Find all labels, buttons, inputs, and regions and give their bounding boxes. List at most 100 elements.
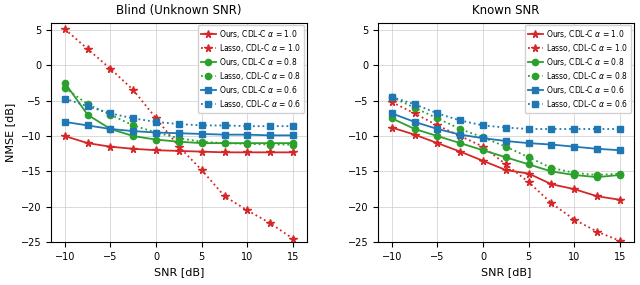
Line: Lasso, CDL-C $\alpha$ = 0.8: Lasso, CDL-C $\alpha$ = 0.8 — [61, 85, 296, 148]
Lasso, CDL-C $\alpha$ = 0.8 — [84, 103, 92, 106]
Line: Ours, CDL-C $\alpha$ = 1.0: Ours, CDL-C $\alpha$ = 1.0 — [388, 124, 624, 203]
Line: Lasso, CDL-C $\alpha$ = 0.8: Lasso, CDL-C $\alpha$ = 0.8 — [388, 94, 623, 178]
X-axis label: SNR [dB]: SNR [dB] — [154, 268, 204, 278]
Ours, CDL-C $\alpha$ = 0.8 — [61, 81, 68, 85]
Lasso, CDL-C $\alpha$ = 1.0 — [243, 209, 251, 212]
Ours, CDL-C $\alpha$ = 1.0 — [152, 148, 160, 152]
Lasso, CDL-C $\alpha$ = 0.6 — [434, 112, 442, 115]
Ours, CDL-C $\alpha$ = 0.6 — [175, 131, 183, 135]
Ours, CDL-C $\alpha$ = 0.8 — [479, 148, 487, 152]
Ours, CDL-C $\alpha$ = 0.6 — [456, 133, 464, 136]
Lasso, CDL-C $\alpha$ = 0.8 — [175, 137, 183, 140]
Lasso, CDL-C $\alpha$ = 0.6 — [107, 112, 115, 115]
Ours, CDL-C $\alpha$ = 0.6 — [243, 133, 251, 136]
Lasso, CDL-C $\alpha$ = 0.6 — [129, 117, 137, 120]
Line: Ours, CDL-C $\alpha$ = 0.8: Ours, CDL-C $\alpha$ = 0.8 — [61, 80, 296, 146]
Ours, CDL-C $\alpha$ = 1.0 — [107, 145, 115, 148]
Ours, CDL-C $\alpha$ = 0.8 — [221, 141, 228, 145]
Lasso, CDL-C $\alpha$ = 0.8 — [570, 171, 578, 175]
Lasso, CDL-C $\alpha$ = 0.6 — [593, 127, 601, 131]
Lasso, CDL-C $\alpha$ = 0.8 — [616, 172, 624, 175]
Lasso, CDL-C $\alpha$ = 1.0 — [388, 100, 396, 104]
Lasso, CDL-C $\alpha$ = 1.0 — [456, 134, 464, 138]
X-axis label: SNR [dB]: SNR [dB] — [481, 268, 531, 278]
Line: Ours, CDL-C $\alpha$ = 0.6: Ours, CDL-C $\alpha$ = 0.6 — [389, 111, 623, 153]
Lasso, CDL-C $\alpha$ = 0.8 — [61, 86, 68, 90]
Ours, CDL-C $\alpha$ = 1.0 — [198, 150, 205, 153]
Lasso, CDL-C $\alpha$ = 0.8 — [411, 106, 419, 109]
Ours, CDL-C $\alpha$ = 0.8 — [243, 141, 251, 145]
Ours, CDL-C $\alpha$ = 1.0 — [266, 151, 274, 154]
Ours, CDL-C $\alpha$ = 0.8 — [107, 127, 115, 131]
Ours, CDL-C $\alpha$ = 1.0 — [593, 195, 601, 198]
Lasso, CDL-C $\alpha$ = 0.8 — [289, 143, 297, 146]
Line: Ours, CDL-C $\alpha$ = 1.0: Ours, CDL-C $\alpha$ = 1.0 — [61, 132, 297, 156]
Ours, CDL-C $\alpha$ = 1.0 — [570, 188, 578, 191]
Ours, CDL-C $\alpha$ = 1.0 — [388, 126, 396, 129]
Ours, CDL-C $\alpha$ = 0.8 — [388, 117, 396, 120]
Lasso, CDL-C $\alpha$ = 0.8 — [548, 166, 556, 170]
Lasso, CDL-C $\alpha$ = 1.0 — [107, 67, 115, 70]
Lasso, CDL-C $\alpha$ = 0.8 — [525, 156, 532, 159]
Legend: Ours, CDL-C $\alpha$ = 1.0, Lasso, CDL-C $\alpha$ = 1.0, Ours, CDL-C $\alpha$ = : Ours, CDL-C $\alpha$ = 1.0, Lasso, CDL-C… — [525, 25, 631, 113]
Lasso, CDL-C $\alpha$ = 0.6 — [61, 97, 68, 100]
Lasso, CDL-C $\alpha$ = 1.0 — [129, 88, 137, 92]
Lasso, CDL-C $\alpha$ = 0.6 — [502, 126, 509, 129]
Lasso, CDL-C $\alpha$ = 1.0 — [548, 201, 556, 205]
Ours, CDL-C $\alpha$ = 0.6 — [434, 127, 442, 131]
Ours, CDL-C $\alpha$ = 1.0 — [243, 151, 251, 154]
Ours, CDL-C $\alpha$ = 1.0 — [548, 182, 556, 186]
Ours, CDL-C $\alpha$ = 1.0 — [221, 151, 228, 154]
Legend: Ours, CDL-C $\alpha$ = 1.0, Lasso, CDL-C $\alpha$ = 1.0, Ours, CDL-C $\alpha$ = : Ours, CDL-C $\alpha$ = 1.0, Lasso, CDL-C… — [198, 25, 305, 113]
Ours, CDL-C $\alpha$ = 0.8 — [152, 138, 160, 141]
Ours, CDL-C $\alpha$ = 0.6 — [198, 132, 205, 136]
Lasso, CDL-C $\alpha$ = 0.6 — [289, 125, 297, 128]
Lasso, CDL-C $\alpha$ = 0.6 — [198, 124, 205, 127]
Lasso, CDL-C $\alpha$ = 0.8 — [198, 140, 205, 143]
Ours, CDL-C $\alpha$ = 1.0 — [175, 149, 183, 153]
Lasso, CDL-C $\alpha$ = 0.6 — [175, 122, 183, 126]
Line: Lasso, CDL-C $\alpha$ = 0.6: Lasso, CDL-C $\alpha$ = 0.6 — [389, 94, 623, 132]
Ours, CDL-C $\alpha$ = 0.6 — [570, 145, 578, 148]
Ours, CDL-C $\alpha$ = 0.6 — [221, 133, 228, 136]
Ours, CDL-C $\alpha$ = 0.8 — [593, 175, 601, 179]
Lasso, CDL-C $\alpha$ = 0.8 — [388, 95, 396, 99]
Lasso, CDL-C $\alpha$ = 0.6 — [388, 95, 396, 99]
Lasso, CDL-C $\alpha$ = 0.6 — [84, 105, 92, 108]
Ours, CDL-C $\alpha$ = 0.8 — [289, 141, 297, 145]
Line: Lasso, CDL-C $\alpha$ = 0.6: Lasso, CDL-C $\alpha$ = 0.6 — [62, 96, 296, 129]
Ours, CDL-C $\alpha$ = 0.6 — [479, 137, 487, 140]
Lasso, CDL-C $\alpha$ = 1.0 — [84, 47, 92, 51]
Lasso, CDL-C $\alpha$ = 0.8 — [107, 113, 115, 117]
Ours, CDL-C $\alpha$ = 1.0 — [456, 150, 464, 153]
Lasso, CDL-C $\alpha$ = 0.6 — [243, 125, 251, 128]
Lasso, CDL-C $\alpha$ = 0.8 — [266, 143, 274, 146]
Lasso, CDL-C $\alpha$ = 1.0 — [570, 218, 578, 221]
Ours, CDL-C $\alpha$ = 0.8 — [84, 113, 92, 117]
Ours, CDL-C $\alpha$ = 0.8 — [616, 173, 624, 177]
Ours, CDL-C $\alpha$ = 1.0 — [525, 172, 532, 175]
Lasso, CDL-C $\alpha$ = 1.0 — [479, 145, 487, 148]
Lasso, CDL-C $\alpha$ = 0.8 — [221, 141, 228, 145]
Ours, CDL-C $\alpha$ = 0.8 — [548, 170, 556, 173]
Ours, CDL-C $\alpha$ = 1.0 — [289, 151, 297, 154]
Ours, CDL-C $\alpha$ = 1.0 — [616, 198, 624, 201]
Ours, CDL-C $\alpha$ = 0.6 — [388, 112, 396, 115]
Lasso, CDL-C $\alpha$ = 1.0 — [593, 230, 601, 233]
Ours, CDL-C $\alpha$ = 0.6 — [61, 120, 68, 124]
Lasso, CDL-C $\alpha$ = 0.6 — [548, 127, 556, 131]
Lasso, CDL-C $\alpha$ = 1.0 — [198, 168, 205, 172]
Title: Known SNR: Known SNR — [472, 5, 540, 17]
Lasso, CDL-C $\alpha$ = 0.8 — [152, 131, 160, 134]
Ours, CDL-C $\alpha$ = 0.6 — [616, 148, 624, 152]
Ours, CDL-C $\alpha$ = 0.8 — [525, 163, 532, 166]
Lasso, CDL-C $\alpha$ = 0.6 — [266, 125, 274, 128]
Lasso, CDL-C $\alpha$ = 1.0 — [434, 124, 442, 127]
Title: Blind (Unknown SNR): Blind (Unknown SNR) — [116, 5, 242, 17]
Ours, CDL-C $\alpha$ = 1.0 — [129, 147, 137, 150]
Lasso, CDL-C $\alpha$ = 1.0 — [266, 221, 274, 225]
Ours, CDL-C $\alpha$ = 0.8 — [129, 134, 137, 138]
Line: Ours, CDL-C $\alpha$ = 0.8: Ours, CDL-C $\alpha$ = 0.8 — [388, 115, 623, 180]
Ours, CDL-C $\alpha$ = 0.6 — [266, 134, 274, 137]
Lasso, CDL-C $\alpha$ = 1.0 — [152, 117, 160, 120]
